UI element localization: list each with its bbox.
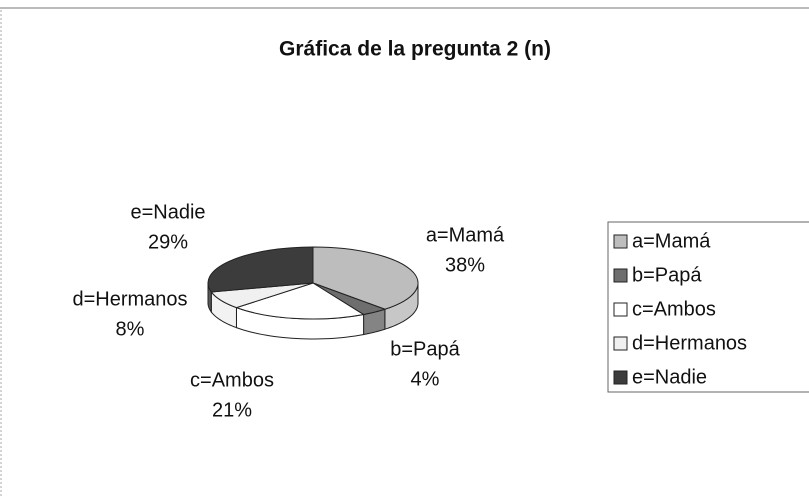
data-label-name: b=Papá: [390, 338, 460, 360]
data-label-name: a=Mamá: [426, 224, 505, 246]
legend-label: c=Ambos: [632, 298, 716, 320]
slice-top: [312, 246, 419, 310]
legend-swatch: [613, 336, 628, 351]
data-label-value: 8%: [116, 318, 145, 340]
legend-swatch: [613, 234, 628, 249]
slice-top: [207, 246, 314, 293]
legend-swatch: [613, 268, 628, 283]
data-label-value: 4%: [411, 368, 440, 390]
data-label-value: 21%: [212, 399, 252, 421]
data-label-name: e=Nadie: [130, 201, 205, 223]
legend-label: a=Mamá: [632, 230, 711, 252]
slice-top: [234, 282, 365, 320]
pie-slice: [312, 246, 419, 330]
legend-label: d=Hermanos: [632, 332, 747, 354]
legend-box: [607, 221, 809, 393]
legend-swatch: [613, 302, 628, 317]
legend-label: b=Papá: [632, 264, 702, 286]
legend-label: e=Nadie: [632, 366, 707, 388]
legend-swatch: [613, 370, 628, 385]
data-label-name: c=Ambos: [190, 369, 274, 391]
data-label-value: 29%: [148, 231, 188, 253]
data-label-name: d=Hermanos: [72, 288, 187, 310]
pie-slice: [207, 246, 314, 314]
data-label-value: 38%: [445, 254, 485, 276]
chart-title: Gráfica de la pregunta 2 (n): [279, 38, 551, 61]
